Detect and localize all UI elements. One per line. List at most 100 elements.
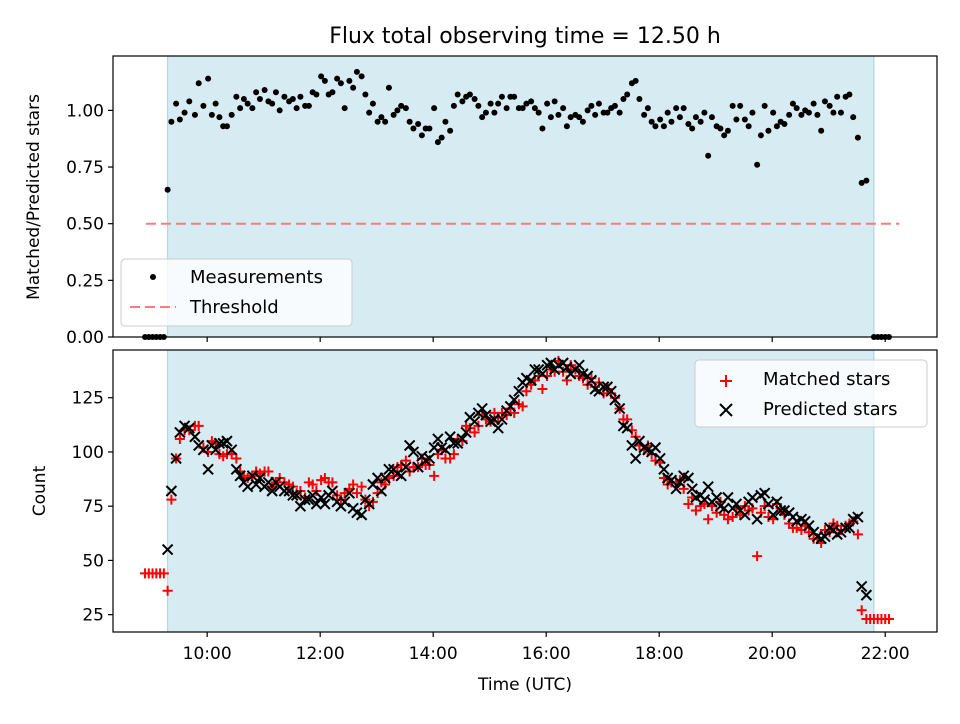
measurement-point (636, 96, 643, 103)
measurement-point (786, 111, 793, 118)
measurement-point (431, 105, 438, 112)
measurement-point (318, 73, 325, 80)
measurement-point (418, 132, 425, 139)
measurement-point (176, 116, 183, 123)
measurement-point (567, 114, 574, 121)
predicted-star-point (476, 402, 488, 415)
predicted-star-point (654, 452, 666, 465)
predicted-star-point (230, 463, 243, 476)
predicted-star-point (400, 461, 412, 473)
figure-title: Flux total observing time = 12.50 h (329, 24, 721, 49)
count-panel: 25 50 75 100 125 10:00 12:00 14:00 16:00 18:00 20… (30, 349, 938, 695)
matched-star-point (193, 420, 204, 431)
predicted-star-point (751, 513, 763, 525)
measurement-point (353, 68, 360, 75)
predicted-star-point (496, 413, 508, 426)
measurement-point (272, 89, 279, 96)
measurement-point (620, 96, 627, 103)
measurement-point (281, 93, 288, 100)
ratio-y-tick-label: 1.00 (66, 101, 104, 121)
predicted-star-point (290, 489, 303, 502)
count-x-tick-label: 14:00 (409, 644, 458, 664)
matched-star-point (537, 384, 548, 395)
count-x-tick-label: 20:00 (748, 644, 797, 664)
predicted-star-point (189, 431, 201, 443)
predicted-star-point (241, 480, 254, 493)
measurement-point (173, 100, 180, 107)
measurement-point (689, 125, 696, 132)
predicted-star-point (819, 530, 831, 543)
predicted-star-point (225, 444, 238, 456)
matched-star-point (791, 522, 802, 533)
predicted-star-point (221, 435, 233, 447)
count-legend-box (694, 359, 928, 428)
predicted-star-point (658, 463, 670, 476)
matched-star-point (690, 505, 701, 516)
predicted-star-point (306, 489, 319, 502)
measurement-point (519, 105, 526, 112)
predicted-star-point (254, 472, 266, 484)
matched-star-point (356, 481, 367, 492)
legend-measurements-marker (150, 274, 156, 280)
ratio-y-tick-label: 0.50 (66, 215, 104, 235)
measurement-point (406, 118, 413, 125)
measurement-point (454, 91, 461, 98)
measurement-point (535, 109, 542, 116)
predicted-star-point (299, 493, 311, 506)
matched-star-point (429, 470, 440, 481)
measurement-point (195, 80, 202, 87)
matched-star-point (752, 551, 763, 562)
predicted-star-point (561, 361, 573, 374)
predicted-star-point (383, 463, 395, 476)
predicted-star-point (722, 491, 734, 504)
predicted-star-point (439, 444, 452, 456)
ratio-y-axis: 0.00 0.25 0.50 0.75 1.00 (66, 101, 113, 348)
measurement-point (737, 102, 744, 109)
measurement-point (382, 118, 389, 125)
ratio-plot-frame (112, 55, 938, 338)
predicted-star-point (165, 485, 178, 497)
measurement-point (579, 118, 586, 125)
matched-star-point (521, 386, 532, 397)
count-x-tick-label: 18:00 (635, 644, 684, 664)
measurement-point (261, 86, 268, 93)
predicted-star-point (746, 491, 759, 504)
measurement-point (479, 114, 486, 121)
matched-star-point (372, 488, 383, 499)
legend-threshold-label: Threshold (189, 297, 279, 318)
measurement-point (398, 102, 405, 109)
measurement-point (676, 114, 683, 121)
predicted-star-point (319, 498, 331, 510)
measurement-point (329, 89, 336, 96)
measurement-point (390, 111, 397, 118)
measurement-point (434, 139, 441, 146)
predicted-star-point (609, 394, 621, 406)
count-x-tick-label: 22:00 (861, 644, 910, 664)
measurement-point (426, 125, 433, 132)
predicted-star-point (758, 487, 771, 499)
measurement-point (240, 96, 247, 103)
predicted-star-point (367, 478, 379, 491)
measurement-point (385, 84, 392, 91)
predicted-star-point (170, 452, 182, 465)
measurement-point (757, 132, 764, 139)
measurement-point (850, 114, 857, 121)
measurement-point (611, 102, 618, 109)
count-legend: Matched stars Predicted stars (694, 359, 928, 428)
measurement-point (459, 98, 466, 105)
predicted-star-point (423, 452, 436, 465)
measurement-point (563, 123, 570, 130)
legend-predicted-label: Predicted stars (763, 399, 897, 420)
predicted-star-point (525, 374, 537, 387)
measurement-point (487, 100, 494, 107)
measurement-point (560, 105, 567, 112)
predicted-star-point (665, 474, 678, 486)
predicted-star-point (197, 444, 210, 456)
measurement-point (369, 100, 376, 107)
measurement-point (680, 105, 687, 112)
measurement-point (721, 132, 728, 139)
measurement-point (511, 93, 518, 100)
predicted-star-point (573, 359, 585, 371)
ratio-legend-box (120, 258, 353, 327)
measurement-point (697, 118, 704, 125)
